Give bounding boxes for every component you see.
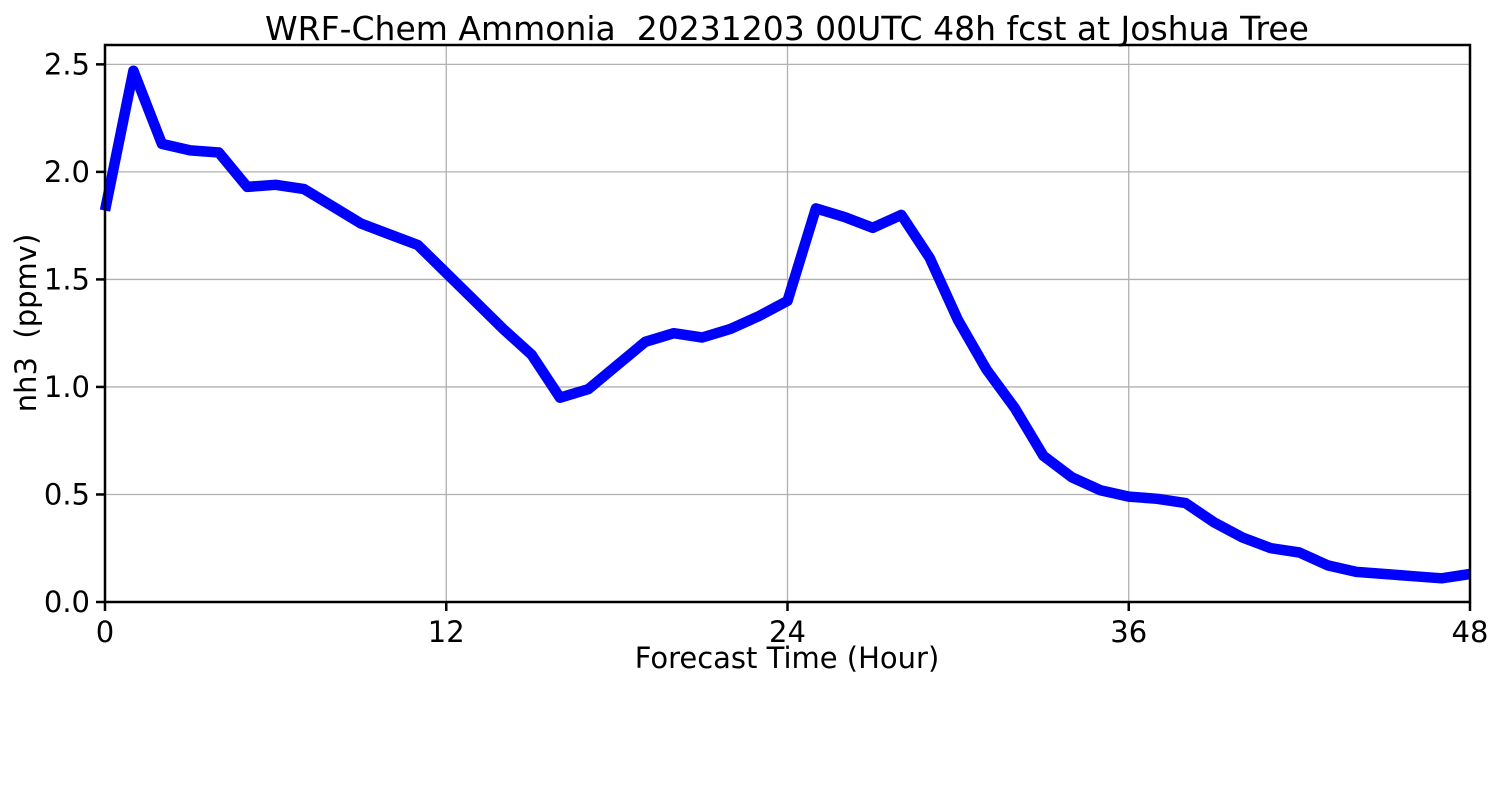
x-tick-label: 48: [1452, 615, 1489, 649]
y-axis-label: nh3 (ppmv): [9, 234, 43, 413]
x-axis-label: Forecast Time (Hour): [635, 641, 940, 675]
y-tick-label: 0.0: [44, 585, 90, 619]
x-tick-label: 12: [428, 615, 465, 649]
x-tick-label: 0: [96, 615, 114, 649]
series-layer: [99, 65, 1471, 584]
data-line-nh3: [99, 65, 1471, 584]
y-tick-label: 1.0: [44, 370, 90, 404]
y-tick-label: 0.5: [44, 477, 90, 511]
tick-layer: 0 12 24 36 48 0.0 0.5 1.0 1.5 2.0 2.5: [44, 47, 1489, 649]
y-tick-label: 2.0: [44, 155, 90, 189]
x-tick-label: 24: [769, 615, 806, 649]
grid-layer: [104, 45, 1471, 603]
chart-title: WRF-Chem Ammonia 20231203 00UTC 48h fcst…: [265, 9, 1309, 48]
y-tick-label: 1.5: [44, 262, 90, 296]
x-tick-label: 36: [1110, 615, 1147, 649]
y-tick-label: 2.5: [44, 47, 90, 81]
